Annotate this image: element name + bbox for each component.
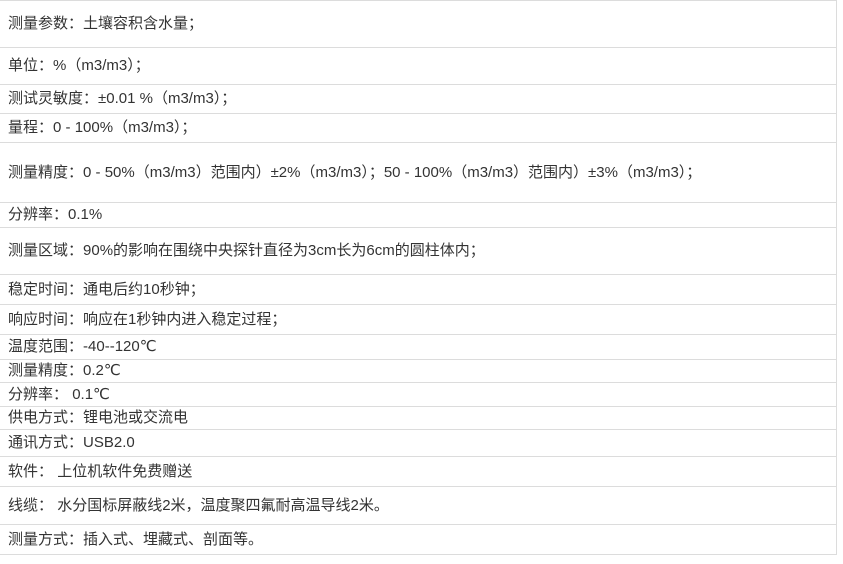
spec-label: 温度范围	[8, 338, 69, 355]
spec-value: 通电后约10秒钟；	[83, 280, 205, 298]
spec-separator: ：	[68, 280, 84, 298]
spec-separator: ：	[38, 57, 54, 74]
spec-label: 供电方式	[8, 409, 69, 426]
spec-label: 响应时间	[8, 310, 69, 328]
spec-label: 单位	[8, 57, 39, 74]
spec-value: ±0.01 %（m3/m3）；	[98, 90, 237, 107]
spec-row-stabilization-time: 稳定时间：通电后约10秒钟；	[0, 275, 836, 305]
spec-separator: ：	[83, 90, 99, 107]
spec-value: USB2.0	[83, 434, 135, 451]
spec-row-power-supply: 供电方式：锂电池或交流电	[0, 407, 836, 430]
spec-row-temperature-accuracy: 测量精度：0.2℃	[0, 360, 836, 383]
spec-separator: ：	[68, 409, 84, 426]
spec-label: 分辨率	[8, 385, 54, 403]
spec-row-cable: 线缆： 水分国标屏蔽线2米，温度聚四氟耐高温导线2米。	[0, 487, 836, 525]
spec-value: 0.1%	[68, 206, 103, 223]
spec-value: %（m3/m3）；	[53, 57, 150, 74]
spec-separator: ：	[38, 496, 54, 514]
spec-row-measurement-area: 测量区域：90%的影响在围绕中央探针直径为3cm长为6cm的圆柱体内；	[0, 228, 836, 275]
spec-separator: ：	[68, 338, 84, 355]
spec-label: 测量区域	[8, 242, 69, 259]
spec-value: 锂电池或交流电	[83, 409, 189, 426]
spec-separator: ：	[68, 362, 84, 379]
spec-label: 测量方式	[8, 530, 69, 548]
spec-label: 测量参数	[8, 15, 69, 32]
spec-separator: ：	[53, 206, 69, 223]
spec-row-measurement-method: 测量方式：插入式、埋藏式、剖面等。	[0, 525, 836, 555]
spec-value: 土壤容积含水量；	[83, 15, 204, 32]
spec-row-measurement-parameter: 测量参数：土壤容积含水量；	[0, 1, 836, 48]
spec-label: 线缆	[8, 496, 39, 514]
spec-row-temperature-range: 温度范围：-40--120℃	[0, 335, 836, 360]
spec-value: 插入式、埋藏式、剖面等。	[83, 530, 264, 548]
spec-label: 测量精度	[8, 362, 69, 379]
spec-row-moisture-accuracy: 测量精度：0 - 50%（m3/m3）范围内）±2%（m3/m3）；50 - 1…	[0, 143, 836, 203]
spec-label: 软件	[8, 462, 39, 480]
spec-value: -40--120℃	[83, 338, 157, 355]
spec-row-moisture-resolution: 分辨率：0.1%	[0, 203, 836, 228]
spec-value: 0 - 100%（m3/m3）；	[53, 119, 197, 136]
spec-value: 0.2℃	[83, 362, 121, 379]
spec-value: 响应在1秒钟内进入稳定过程；	[83, 310, 287, 328]
spec-separator: ：	[68, 434, 84, 451]
spec-row-temperature-resolution: 分辨率： 0.1℃	[0, 383, 836, 407]
spec-label: 量程	[8, 119, 39, 136]
spec-separator: ：	[38, 119, 54, 136]
spec-label: 测试灵敏度	[8, 90, 84, 107]
spec-value: 水分国标屏蔽线2米，温度聚四氟耐高温导线2米。	[53, 496, 389, 514]
spec-value: 0 - 50%（m3/m3）范围内）±2%（m3/m3）；50 - 100%（m…	[83, 163, 702, 181]
spec-label: 测量精度	[8, 163, 69, 181]
spec-label: 分辨率	[8, 206, 54, 223]
spec-row-sensitivity: 测试灵敏度：±0.01 %（m3/m3）；	[0, 85, 836, 114]
spec-separator: ：	[53, 385, 69, 403]
spec-label: 稳定时间	[8, 280, 69, 298]
spec-table: 测量参数：土壤容积含水量； 单位：%（m3/m3）； 测试灵敏度：±0.01 %…	[0, 0, 837, 555]
spec-separator: ：	[38, 462, 54, 480]
spec-value: 0.1℃	[68, 385, 110, 403]
spec-row-response-time: 响应时间：响应在1秒钟内进入稳定过程；	[0, 305, 836, 335]
spec-separator: ：	[68, 310, 84, 328]
spec-row-range: 量程：0 - 100%（m3/m3）；	[0, 114, 836, 143]
spec-separator: ：	[68, 15, 84, 32]
spec-row-communication: 通讯方式：USB2.0	[0, 430, 836, 457]
spec-value: 上位机软件免费赠送	[53, 462, 193, 480]
spec-separator: ：	[68, 163, 84, 181]
spec-row-software: 软件： 上位机软件免费赠送	[0, 457, 836, 487]
spec-row-unit: 单位：%（m3/m3）；	[0, 48, 836, 85]
spec-value: 90%的影响在围绕中央探针直径为3cm长为6cm的圆柱体内；	[83, 242, 485, 259]
spec-separator: ：	[68, 242, 84, 259]
spec-separator: ：	[68, 530, 84, 548]
spec-label: 通讯方式	[8, 434, 69, 451]
